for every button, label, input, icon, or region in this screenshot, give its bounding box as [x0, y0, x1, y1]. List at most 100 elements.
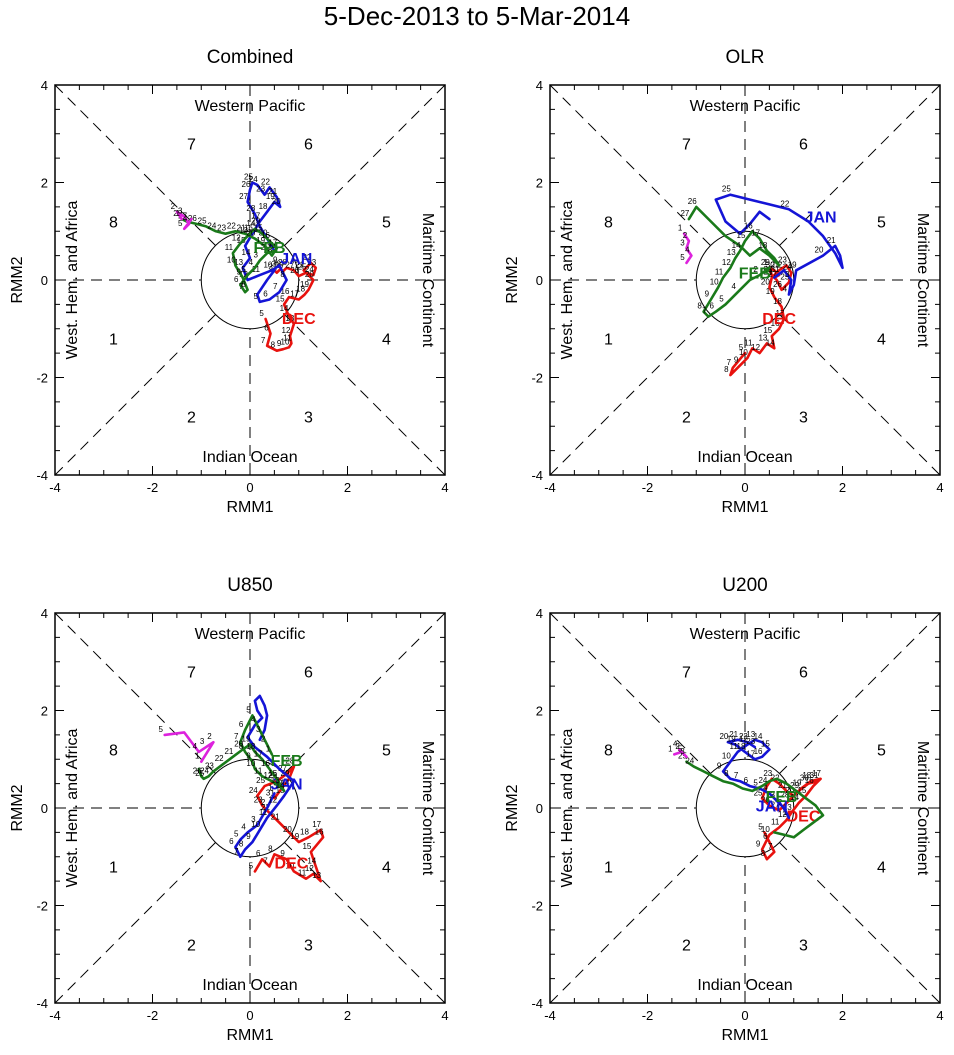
- month-label-dec: DEC: [762, 311, 796, 328]
- day-label: 4: [241, 822, 246, 831]
- y-tick-label: -2: [36, 899, 48, 914]
- month-label-jan: JAN: [756, 799, 788, 816]
- day-label: 5: [719, 294, 724, 303]
- y-tick-label: -2: [36, 371, 48, 386]
- day-label: 7: [727, 358, 732, 367]
- series-dec: 5678910111213141516171819202122232425262…: [754, 769, 822, 861]
- day-label: 7: [734, 771, 739, 780]
- trajectory-line-feb: [180, 217, 279, 294]
- day-label: 19: [242, 735, 251, 744]
- day-label: 20: [246, 229, 255, 238]
- day-label: 9: [705, 290, 710, 299]
- day-label: 14: [281, 779, 290, 788]
- day-label: 23: [763, 769, 772, 778]
- day-label: 13: [285, 314, 294, 323]
- y-tick-label: -4: [36, 996, 48, 1011]
- day-label: 21: [224, 747, 233, 756]
- day-label: 2: [683, 231, 688, 240]
- trajectory-line-dec: [760, 777, 822, 861]
- day-label: 8: [724, 769, 729, 778]
- day-label: 7: [234, 732, 239, 741]
- day-label: 19: [793, 779, 802, 788]
- day-label: 2: [207, 732, 212, 741]
- region-label-left: West. Hem. and Africa: [559, 728, 576, 887]
- day-label: 2: [261, 243, 266, 252]
- day-label: 28: [285, 757, 294, 766]
- day-label: 5: [259, 309, 264, 318]
- day-label: 4: [783, 285, 788, 294]
- day-label: 4: [685, 246, 690, 255]
- day-label: 23: [746, 737, 755, 746]
- day-label: 10: [251, 820, 260, 829]
- day-label: 25: [754, 788, 763, 797]
- day-label: 10: [710, 277, 719, 286]
- region-label-left: West. Hem. and Africa: [64, 200, 81, 359]
- phase-number: 1: [604, 332, 613, 349]
- phase-number: 3: [304, 938, 313, 955]
- x-tick-label: 2: [344, 480, 351, 495]
- day-label: 20: [305, 270, 314, 279]
- month-label-jan: JAN: [805, 210, 837, 227]
- day-label: 25: [244, 173, 253, 182]
- series-feb: 1234567891011121314151617181920212223242…: [193, 705, 303, 793]
- day-label: 16: [771, 319, 780, 328]
- day-label: 18: [263, 246, 272, 255]
- day-label: 10: [722, 752, 731, 761]
- day-label: 18: [773, 297, 782, 306]
- day-label: 23: [217, 224, 226, 233]
- x-tick-label: -2: [147, 1008, 159, 1023]
- day-label: 3: [785, 270, 790, 279]
- x-tick-label: 4: [441, 1008, 448, 1023]
- x-tick-label: -2: [642, 480, 654, 495]
- day-label: 11: [259, 808, 268, 817]
- day-label: 21: [729, 730, 738, 739]
- day-label: 5: [678, 744, 683, 753]
- day-label: 15: [797, 786, 806, 795]
- day-label: 4: [673, 740, 678, 749]
- day-label: 2: [778, 260, 783, 269]
- panel-title: U850: [227, 575, 272, 596]
- day-label: 12: [282, 326, 291, 335]
- day-label: 18: [737, 742, 746, 751]
- series-jan: 5 678910111213141516171819202122232425262…: [234, 173, 312, 304]
- day-label: 10: [281, 337, 290, 346]
- day-label: 15: [237, 236, 246, 245]
- panel-title: U200: [722, 575, 767, 596]
- day-label: 11: [771, 818, 780, 827]
- day-label: 5: [178, 219, 183, 228]
- region-label-left: West. Hem. and Africa: [64, 728, 81, 887]
- phase-number: 8: [604, 215, 613, 232]
- day-label: 15: [737, 231, 746, 240]
- y-tick-label: 0: [41, 273, 48, 288]
- day-label: 13: [234, 258, 243, 267]
- x-tick-label: 0: [741, 480, 748, 495]
- day-label: 5: [758, 822, 763, 831]
- day-label: 26: [188, 214, 197, 223]
- day-label: 10: [227, 255, 236, 264]
- phase-number: 3: [304, 410, 313, 427]
- day-label: 9: [246, 752, 251, 761]
- day-label: 14: [246, 219, 255, 228]
- x-tick-label: 2: [839, 1008, 846, 1023]
- day-label: 5: [680, 253, 685, 262]
- region-label-top: Western Pacific: [690, 98, 801, 115]
- day-label: 17: [746, 749, 755, 758]
- day-label: 1: [783, 808, 788, 817]
- y-tick-label: 2: [41, 704, 48, 719]
- trajectory-line-dec: [253, 765, 325, 883]
- y-tick-label: 4: [41, 78, 48, 93]
- day-label: 11: [254, 766, 263, 775]
- day-label: 4: [193, 742, 198, 751]
- month-label-feb: FEB: [739, 266, 771, 283]
- day-label: 16: [281, 287, 290, 296]
- day-label: 22: [215, 754, 224, 763]
- y-tick-label: 2: [41, 176, 48, 191]
- day-label: 7: [702, 307, 707, 316]
- day-label: 26: [242, 180, 251, 189]
- day-label: 15: [254, 224, 263, 233]
- day-label: 4: [763, 783, 768, 792]
